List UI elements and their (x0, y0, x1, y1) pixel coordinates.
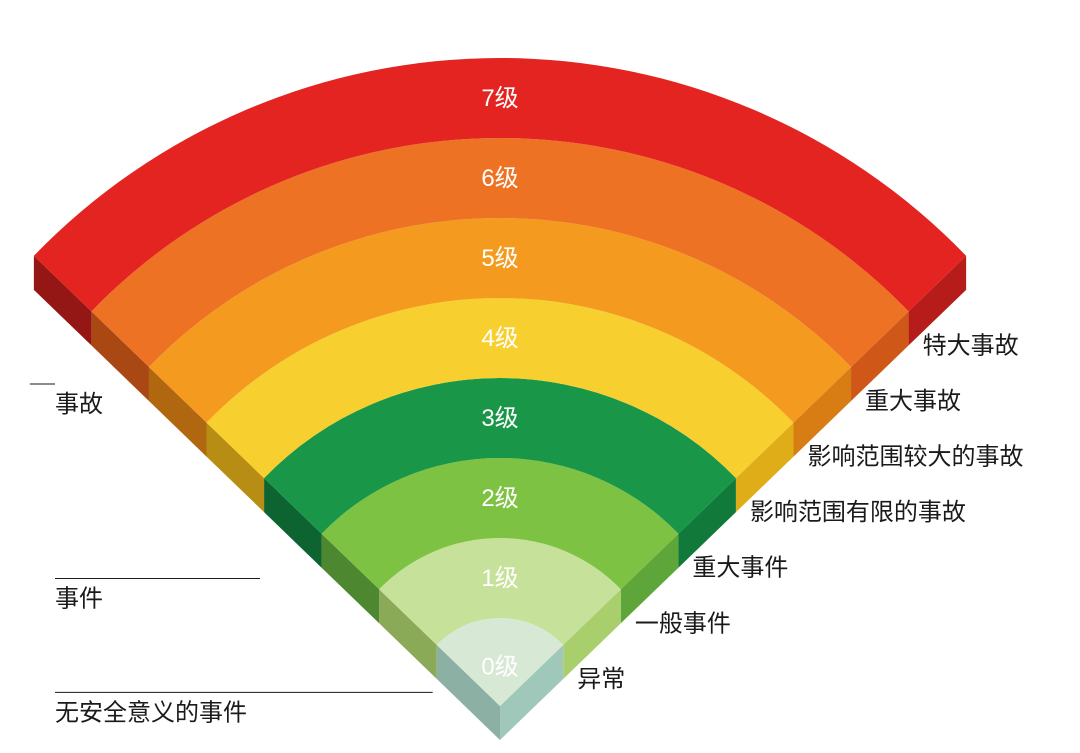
level-label-3: 3级 (481, 405, 518, 432)
level-label-5: 5级 (481, 245, 518, 272)
left-label-0-0: 无安全意义的事件 (55, 699, 247, 726)
level-label-2: 2级 (481, 485, 518, 512)
right-label-6: 重大事故 (865, 388, 961, 415)
right-label-4: 影响范围有限的事故 (750, 499, 966, 526)
fan-chart-svg: 0级 1级 2级 3级 4级 5级 6级 7级异常 一般事件 重大事件 影响范围有限的事故 影响范围较… (0, 0, 1080, 753)
level-label-4: 4级 (481, 325, 518, 352)
right-label-1: 异常 (577, 666, 625, 693)
nuclear-event-scale-diagram: 0级 1级 2级 3级 4级 5级 6级 7级异常 一般事件 重大事件 影响范围有限的事故 影响范围较… (0, 0, 1080, 753)
level-label-0: 0级 (481, 653, 518, 680)
level-label-7: 7级 (481, 85, 518, 112)
left-label-1-3: 事件 (55, 586, 103, 613)
level-label-1: 1级 (481, 565, 518, 592)
right-label-2: 一般事件 (635, 610, 731, 637)
right-label-3: 重大事件 (692, 555, 788, 582)
left-label-4-7: 事故 (55, 391, 103, 418)
right-label-5: 影响范围较大的事故 (807, 444, 1023, 471)
level-label-6: 6级 (481, 165, 518, 192)
right-label-7: 特大事故 (923, 332, 1019, 359)
